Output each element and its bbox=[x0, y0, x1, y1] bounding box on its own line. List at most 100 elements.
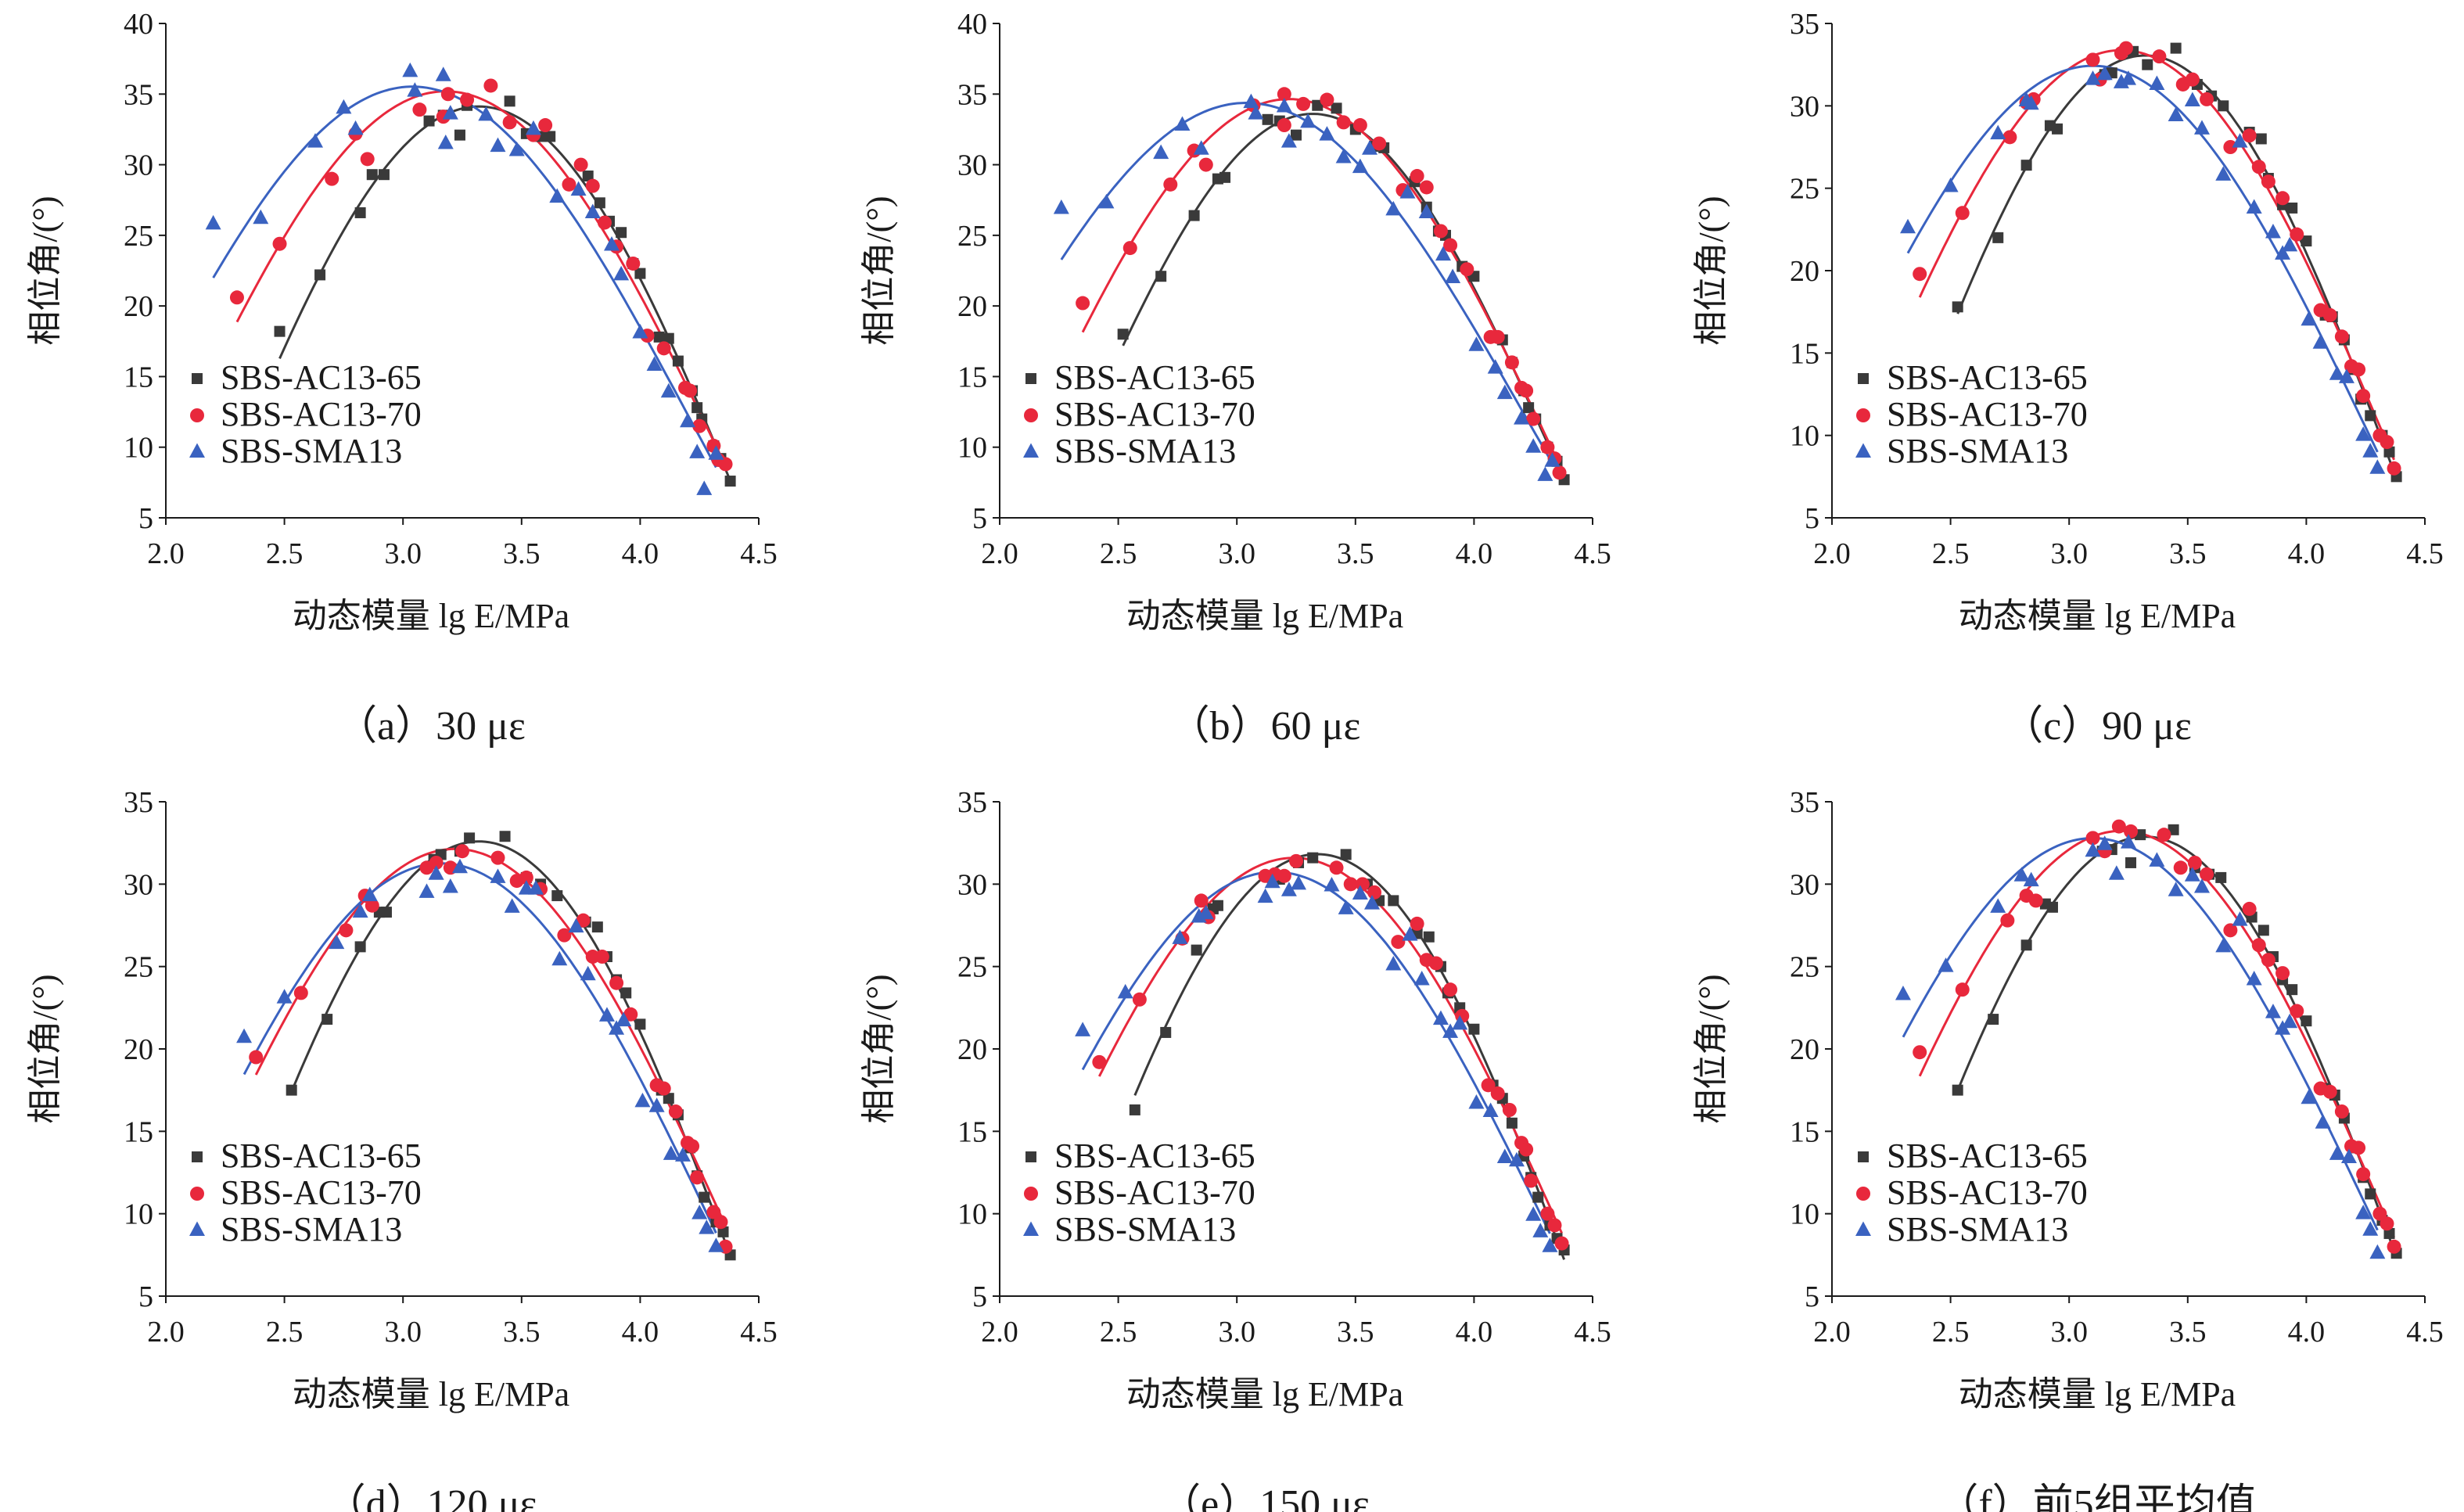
y-tick-label: 20 bbox=[124, 1033, 153, 1066]
x-tick-label: 3.0 bbox=[384, 537, 422, 570]
y-tick-label: 25 bbox=[124, 951, 153, 984]
x-tick-label: 2.5 bbox=[266, 537, 304, 570]
data-point-sbs-ac13-65 bbox=[691, 402, 703, 414]
legend-label: SBS-SMA13 bbox=[1887, 432, 2068, 470]
data-point-sbs-ac13-65 bbox=[1331, 102, 1342, 114]
legend-marker-sbs-sma13 bbox=[189, 443, 205, 458]
chart-caption: （a）30 με bbox=[336, 704, 526, 749]
data-point-sbs-ac13-70 bbox=[1955, 982, 1970, 997]
data-point-sbs-ac13-65 bbox=[274, 325, 286, 337]
data-point-sbs-sma13 bbox=[525, 120, 541, 135]
fit-line-sbs-ac13-65 bbox=[1956, 54, 2398, 479]
data-point-sbs-sma13 bbox=[2108, 865, 2125, 880]
data-point-sbs-sma13 bbox=[1413, 971, 1430, 986]
x-axis-title: 动态模量 lg E/MPa bbox=[293, 597, 569, 635]
data-point-sbs-ac13-70 bbox=[1504, 355, 1519, 370]
data-point-sbs-ac13-65 bbox=[2142, 59, 2153, 70]
x-tick-label: 2.5 bbox=[1100, 1316, 1137, 1349]
data-point-sbs-sma13 bbox=[2184, 867, 2200, 882]
x-tick-label: 2.5 bbox=[266, 1316, 304, 1349]
y-tick-label: 5 bbox=[1805, 1280, 1819, 1313]
legend-marker-sbs-ac13-70 bbox=[1024, 1187, 1038, 1201]
fit-line-sbs-sma13 bbox=[1906, 64, 2379, 453]
y-tick-label: 30 bbox=[957, 149, 987, 182]
data-point-sbs-sma13 bbox=[1264, 873, 1280, 889]
data-point-sbs-sma13 bbox=[442, 105, 458, 120]
data-point-sbs-sma13 bbox=[205, 214, 221, 230]
x-tick-label: 4.0 bbox=[622, 537, 659, 570]
data-point-sbs-ac13-65 bbox=[1506, 1117, 1518, 1129]
data-point-sbs-sma13 bbox=[2282, 1013, 2298, 1029]
data-point-sbs-ac13-70 bbox=[2322, 1084, 2337, 1099]
data-point-sbs-ac13-65 bbox=[1423, 931, 1435, 943]
y-tick-label: 30 bbox=[124, 868, 153, 901]
legend-marker-sbs-sma13 bbox=[1023, 1221, 1039, 1236]
data-point-sbs-ac13-65 bbox=[1468, 1023, 1480, 1035]
data-point-sbs-ac13-70 bbox=[690, 1170, 705, 1185]
y-tick-label: 20 bbox=[1790, 1033, 1819, 1066]
data-point-sbs-ac13-70 bbox=[2173, 860, 2188, 875]
chart-panel-f: 5 10 15 20 25 30 35 2.0 2.5 3.0 3.5 4.0 4.5 动态模量 lg E… bbox=[1692, 786, 2444, 1512]
data-point-sbs-ac13-70 bbox=[1490, 1086, 1505, 1101]
fit-line-sbs-ac13-70 bbox=[1918, 829, 2395, 1238]
data-point-sbs-sma13 bbox=[1385, 956, 1402, 971]
data-point-sbs-sma13 bbox=[1938, 957, 1954, 972]
data-point-sbs-ac13-65 bbox=[2301, 235, 2312, 247]
y-tick-label: 30 bbox=[1790, 90, 1819, 123]
data-point-sbs-ac13-65 bbox=[2052, 123, 2064, 135]
data-point-sbs-sma13 bbox=[2184, 92, 2200, 107]
legend-marker-sbs-ac13-70 bbox=[190, 1187, 204, 1201]
data-point-sbs-sma13 bbox=[1257, 888, 1273, 903]
data-point-sbs-sma13 bbox=[307, 133, 324, 148]
data-point-sbs-ac13-65 bbox=[663, 1093, 674, 1104]
data-point-sbs-sma13 bbox=[1445, 268, 1461, 284]
data-point-sbs-ac13-65 bbox=[2286, 202, 2298, 214]
data-point-sbs-ac13-70 bbox=[1076, 296, 1090, 311]
x-axis-title: 动态模量 lg E/MPa bbox=[1959, 1375, 2236, 1413]
data-point-sbs-ac13-70 bbox=[1410, 169, 1424, 184]
data-point-sbs-sma13 bbox=[2085, 70, 2101, 85]
fit-line-sbs-ac13-70 bbox=[235, 90, 727, 467]
data-point-sbs-sma13 bbox=[584, 203, 601, 218]
x-tick-label: 4.0 bbox=[1456, 1316, 1493, 1349]
data-point-sbs-sma13 bbox=[1942, 178, 1959, 192]
fit-line-sbs-ac13-65 bbox=[1956, 835, 2398, 1258]
data-point-sbs-sma13 bbox=[2275, 245, 2291, 260]
y-tick-label: 10 bbox=[1790, 1198, 1819, 1231]
data-point-sbs-ac13-70 bbox=[2000, 913, 2015, 928]
x-tick-label: 2.0 bbox=[147, 1316, 185, 1349]
data-point-sbs-ac13-65 bbox=[551, 890, 563, 902]
data-point-sbs-sma13 bbox=[648, 1097, 665, 1112]
x-tick-label: 2.0 bbox=[1813, 1316, 1851, 1349]
data-point-sbs-sma13 bbox=[1319, 126, 1335, 141]
data-point-sbs-ac13-70 bbox=[2242, 901, 2257, 916]
x-tick-label: 2.0 bbox=[1813, 537, 1851, 570]
data-point-sbs-sma13 bbox=[2282, 236, 2298, 252]
fit-line-sbs-ac13-65 bbox=[290, 840, 732, 1256]
data-point-sbs-ac13-65 bbox=[314, 269, 326, 281]
legend-marker-sbs-sma13 bbox=[1855, 443, 1871, 458]
data-point-sbs-sma13 bbox=[1442, 1023, 1459, 1038]
data-point-sbs-ac13-70 bbox=[2200, 867, 2214, 882]
legend-marker-sbs-ac13-65 bbox=[192, 373, 203, 384]
data-point-sbs-ac13-70 bbox=[2334, 1104, 2349, 1119]
data-point-sbs-sma13 bbox=[1324, 876, 1340, 892]
data-point-sbs-ac13-70 bbox=[2387, 1239, 2401, 1254]
data-point-sbs-ac13-70 bbox=[1526, 411, 1541, 426]
data-point-sbs-ac13-70 bbox=[609, 975, 624, 990]
data-point-sbs-sma13 bbox=[2362, 1221, 2379, 1236]
legend-label: SBS-AC13-70 bbox=[221, 395, 422, 433]
y-tick-label: 25 bbox=[124, 220, 153, 253]
y-axis-title: 相位角/(°) bbox=[860, 196, 898, 345]
chart-caption: （e）150 με bbox=[1160, 1482, 1370, 1512]
legend-marker-sbs-sma13 bbox=[1023, 443, 1039, 458]
data-point-sbs-sma13 bbox=[663, 1145, 679, 1160]
data-point-sbs-sma13 bbox=[527, 880, 544, 895]
data-point-sbs-sma13 bbox=[407, 82, 423, 97]
legend-label: SBS-AC13-70 bbox=[1054, 1173, 1255, 1212]
data-point-sbs-sma13 bbox=[490, 137, 506, 153]
data-point-sbs-ac13-70 bbox=[339, 923, 354, 938]
data-point-sbs-ac13-70 bbox=[1194, 893, 1209, 908]
data-point-sbs-ac13-65 bbox=[1307, 852, 1319, 864]
legend-marker-sbs-ac13-65 bbox=[1858, 1151, 1869, 1162]
